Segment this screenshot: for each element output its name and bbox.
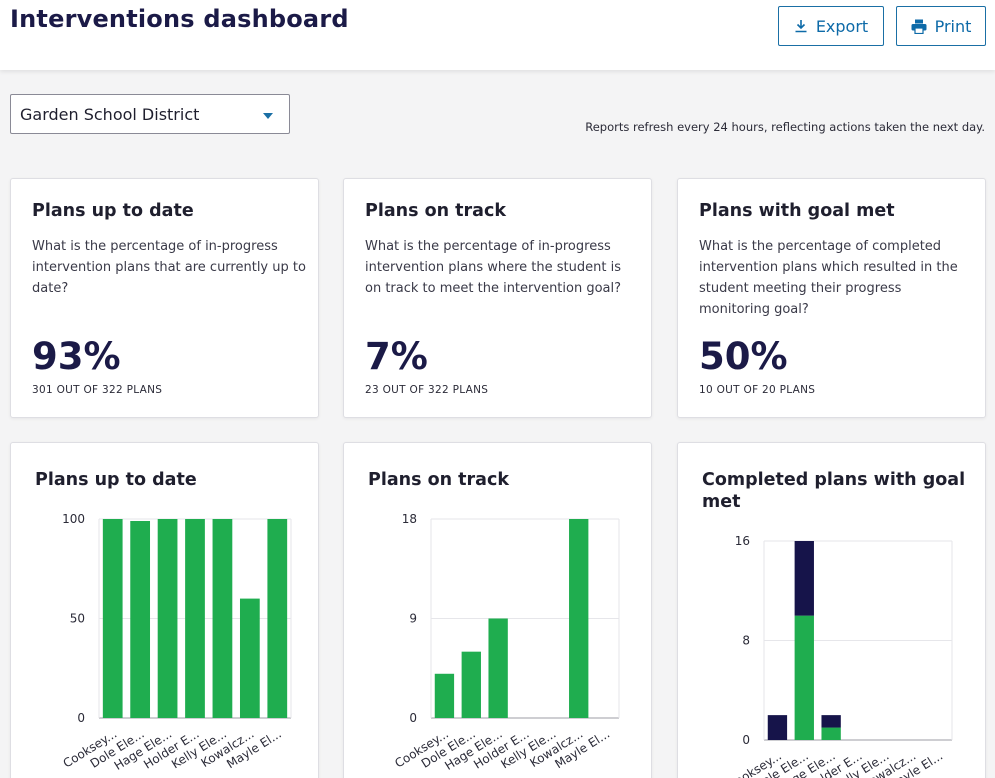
y-tick-label: 16 — [735, 534, 750, 548]
chart-card-plans-on-track: Plans on track 0 9 18 Cooksey... Dole Ele...… — [343, 442, 652, 778]
print-label: Print — [934, 16, 972, 36]
y-tick-label: 9 — [409, 612, 417, 626]
stat-card-plans-goal-met: Plans with goal met What is the percenta… — [677, 178, 986, 418]
stat-title: Plans with goal met — [699, 201, 895, 221]
stat-value: 93% — [32, 335, 121, 378]
bar[interactable] — [212, 519, 233, 718]
stat-value: 50% — [699, 335, 788, 378]
bar[interactable] — [569, 519, 589, 718]
export-button[interactable]: Export — [778, 6, 884, 46]
stat-value: 7% — [365, 335, 428, 378]
printer-icon — [911, 19, 927, 34]
chart-card-plans-up-to-date: Plans up to date 0 50 100 Cooksey... Dole El… — [10, 442, 319, 778]
bar[interactable] — [461, 651, 481, 718]
bar[interactable] — [488, 618, 508, 719]
page-title: Interventions dashboard — [10, 5, 349, 33]
bar[interactable] — [157, 519, 178, 718]
bar[interactable] — [130, 520, 151, 718]
district-select[interactable]: Garden School District — [10, 94, 290, 134]
chart-title: Completed plans with goal met — [702, 470, 966, 512]
stat-title: Plans up to date — [32, 201, 194, 221]
bar-segment[interactable] — [821, 715, 841, 728]
y-tick-label: 0 — [409, 711, 417, 725]
bar[interactable] — [434, 673, 455, 718]
stat-title: Plans on track — [365, 201, 506, 221]
bar-segment[interactable] — [794, 615, 814, 740]
y-tick-label: 8 — [742, 634, 750, 648]
y-tick-label: 0 — [742, 733, 750, 747]
bar-segment[interactable] — [821, 727, 841, 740]
chart-card-goal-met: Completed plans with goal met 0 8 16 Cookse… — [677, 442, 986, 778]
bar[interactable] — [239, 598, 260, 718]
stat-question: What is the percentage of in-progress in… — [365, 239, 622, 296]
chevron-down-icon — [263, 113, 273, 119]
stat-card-plans-up-to-date: Plans up to date What is the percentage … — [10, 178, 319, 418]
download-icon — [795, 20, 807, 33]
y-tick-label: 18 — [402, 512, 417, 526]
bar-segment[interactable] — [767, 715, 788, 740]
y-tick-label: 100 — [62, 512, 85, 526]
y-tick-label: 50 — [70, 612, 85, 626]
stat-question: What is the percentage of in-progress in… — [32, 239, 306, 296]
bar[interactable] — [185, 519, 205, 718]
stat-subtext: 301 OUT OF 322 PLANS — [32, 384, 163, 396]
page-header: Interventions dashboard Export Print — [0, 0, 995, 70]
print-button[interactable]: Print — [896, 6, 986, 46]
export-label: Export — [815, 16, 869, 36]
y-tick-label: 0 — [77, 711, 85, 725]
refresh-note: Reports refresh every 24 hours, reflecti… — [585, 120, 985, 134]
bar[interactable] — [102, 519, 123, 718]
stat-question: What is the percentage of completed inte… — [699, 239, 958, 317]
district-select-value: Garden School District — [20, 105, 200, 124]
stat-subtext: 23 OUT OF 322 PLANS — [365, 384, 489, 396]
stat-subtext: 10 OUT OF 20 PLANS — [699, 384, 816, 396]
chart-title: Plans on track — [368, 470, 509, 490]
chart-title: Plans up to date — [35, 470, 197, 490]
bar-segment[interactable] — [794, 541, 814, 616]
bar[interactable] — [267, 519, 288, 718]
stat-card-plans-on-track: Plans on track What is the percentage of… — [343, 178, 652, 418]
